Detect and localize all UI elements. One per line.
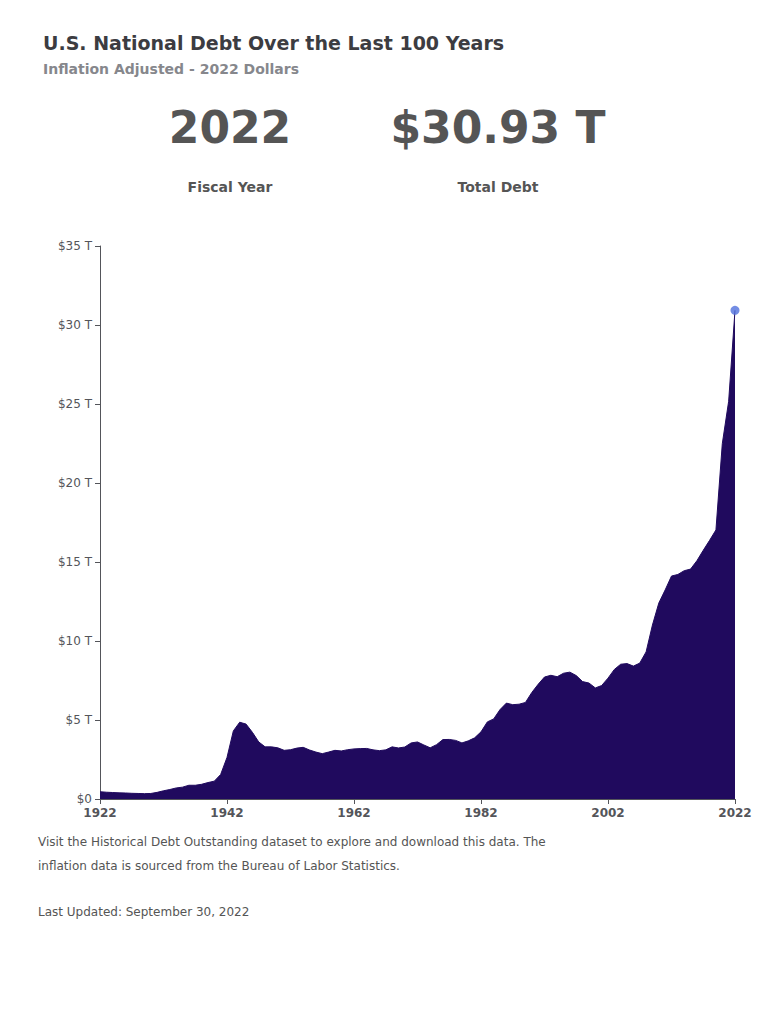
svg-text:U.S. National Debt Over the La: U.S. National Debt Over the Last 100 Yea… [43, 32, 504, 54]
svg-text:$20 T: $20 T [58, 476, 93, 490]
svg-text:1942: 1942 [210, 806, 243, 820]
svg-text:Inflation Adjusted - 2022 Doll: Inflation Adjusted - 2022 Dollars [43, 61, 299, 77]
svg-text:$30.93 T: $30.93 T [390, 102, 605, 153]
svg-text:$10 T: $10 T [58, 634, 93, 648]
svg-text:$15 T: $15 T [58, 555, 93, 569]
svg-text:Total Debt: Total Debt [458, 179, 539, 195]
svg-text:2002: 2002 [591, 806, 624, 820]
svg-text:inflation data is sourced from: inflation data is sourced from the Burea… [38, 859, 400, 873]
svg-text:1962: 1962 [337, 806, 370, 820]
svg-text:2022: 2022 [718, 806, 751, 820]
svg-text:$25 T: $25 T [58, 397, 93, 411]
svg-text:1922: 1922 [83, 806, 116, 820]
svg-text:Last Updated: September 30, 20: Last Updated: September 30, 2022 [38, 905, 249, 919]
svg-text:2022: 2022 [169, 102, 291, 153]
svg-text:$30 T: $30 T [58, 318, 93, 332]
svg-text:$35 T: $35 T [58, 239, 93, 253]
svg-text:$0: $0 [77, 792, 92, 806]
svg-text:$5 T: $5 T [66, 713, 93, 727]
svg-text:Fiscal Year: Fiscal Year [188, 179, 273, 195]
svg-text:Visit the Historical Debt Outs: Visit the Historical Debt Outstanding da… [38, 835, 546, 849]
svg-text:1982: 1982 [464, 806, 497, 820]
